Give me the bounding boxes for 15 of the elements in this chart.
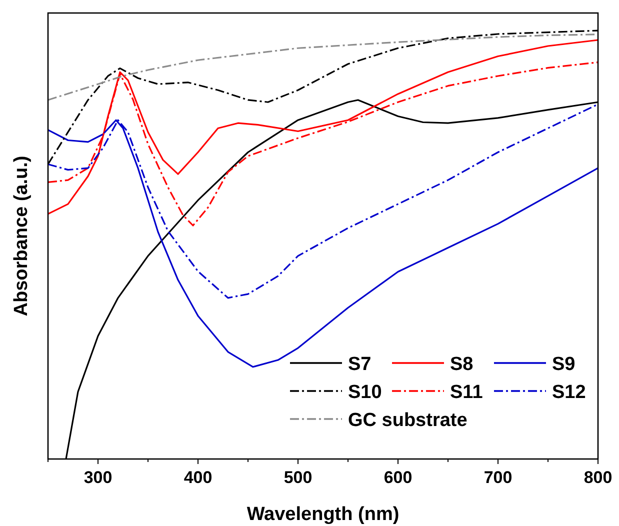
legend-label: S9 [552,354,576,375]
legend-label: S12 [552,382,586,403]
legend-label: GC substrate [348,410,468,431]
x-tick-label: 300 [84,468,112,487]
legend-label: S7 [348,354,372,375]
x-tick-label: 400 [184,468,212,487]
y-axis-title: Absorbance (a.u.) [11,156,32,316]
x-tick-label: 500 [284,468,312,487]
x-tick-label: 600 [384,468,412,487]
x-tick-label: 700 [484,468,512,487]
x-axis-title: Wavelength (nm) [246,504,400,525]
x-tick-label: 800 [584,468,612,487]
legend-label: S11 [450,382,484,403]
legend-label: S10 [348,382,382,403]
legend-label: S8 [450,354,474,375]
